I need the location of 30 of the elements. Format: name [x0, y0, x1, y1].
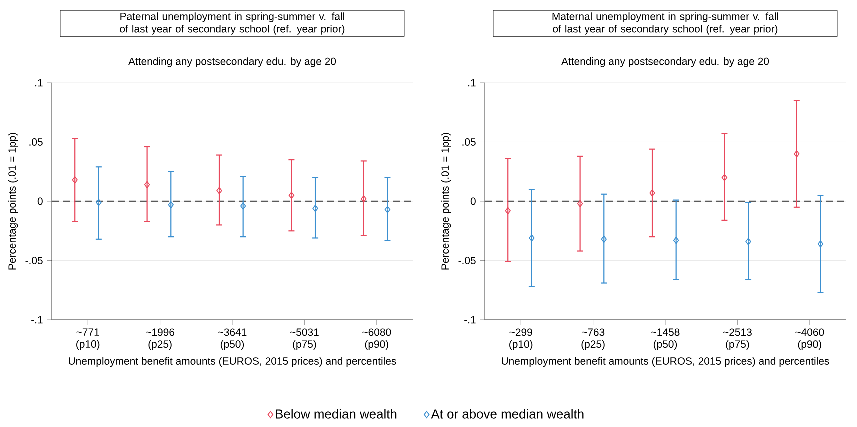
x-tick-label: ~2513 (p75): [723, 328, 752, 350]
chart-subtitle: Attending any postsecondary edu. by age 20: [128, 58, 336, 68]
x-tick-label: ~3641 (p50): [218, 328, 247, 350]
y-tick-label: 0: [38, 198, 43, 206]
x-tick-label: ~299 (p10): [510, 328, 533, 350]
x-tick-label: ~763 (p25): [582, 328, 605, 350]
x-tick-label: ~771 (p10): [76, 328, 100, 350]
y-tick-label: 0: [470, 198, 476, 206]
legend-label: At or above median wealth: [431, 409, 584, 419]
legend-label: Below median wealth: [276, 409, 397, 419]
y-tick-label: -.1: [464, 316, 476, 324]
y-axis-title: Percentage points (.01 = 1pp): [8, 133, 18, 270]
y-tick-label: -.05: [458, 257, 476, 264]
chart-title: Paternal unemployment in spring-summer v. fall of last year of secondary school (ref. year prior): [120, 12, 345, 35]
y-tick-label: .1: [36, 79, 43, 87]
x-tick-label: ~1458 (p50): [651, 328, 680, 350]
x-axis-title: Unemployment benefit amounts (EUROS, 2015 prices) and percentiles: [69, 357, 396, 368]
x-tick-label: ~4060 (p90): [796, 328, 824, 350]
x-tick-label: ~1996 (p25): [146, 328, 175, 350]
y-tick-label: .05: [30, 138, 43, 146]
y-axis-title: Percentage points (.01 = 1pp): [441, 133, 452, 270]
x-tick-label: ~6080 (p90): [362, 328, 392, 350]
chart-title: Maternal unemployment in spring-summer v. fall of last year of secondary school (ref. year prior): [552, 12, 778, 35]
y-tick-label: -.1: [32, 316, 43, 324]
y-tick-label: .05: [462, 138, 476, 146]
x-axis-title: Unemployment benefit amounts (EUROS, 2015 prices) and percentiles: [502, 357, 830, 368]
chart-subtitle: Attending any postsecondary edu. by age 20: [562, 58, 770, 68]
y-tick-label: -.05: [26, 257, 43, 264]
x-tick-label: ~5031 (p75): [290, 328, 319, 350]
y-tick-label: .1: [468, 79, 476, 87]
